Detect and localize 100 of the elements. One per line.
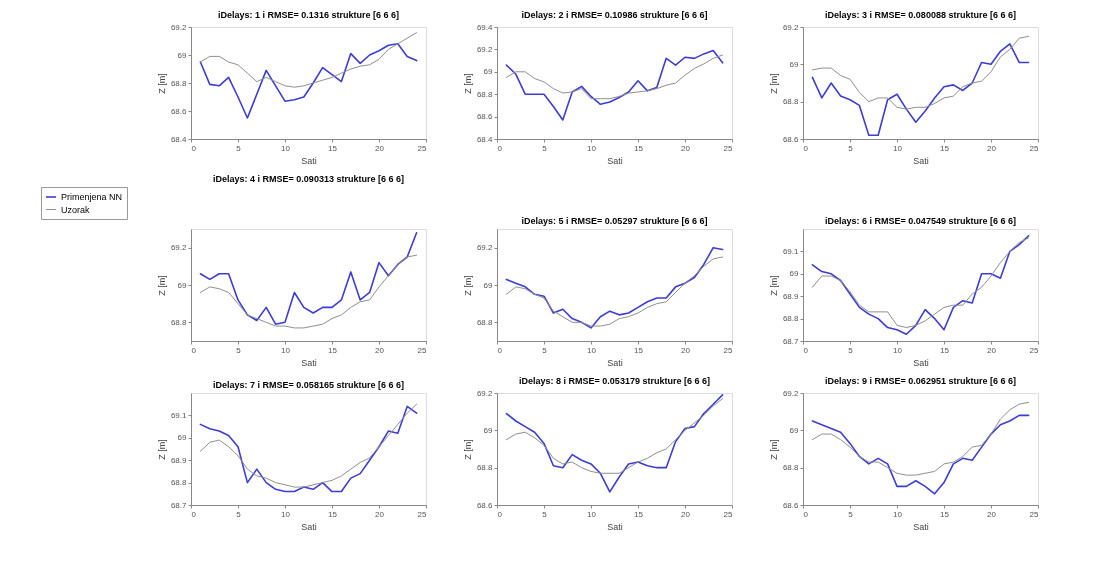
- x-tick-label: 10: [281, 345, 291, 355]
- line-series: [505, 398, 724, 474]
- x-tick-label: 25: [417, 345, 428, 355]
- x-tick-label: 20: [987, 345, 997, 355]
- x-tick-label: 25: [417, 509, 428, 519]
- legend-label: Primenjena NN: [61, 192, 123, 202]
- x-tick-label: 20: [375, 345, 385, 355]
- y-tick-label: 68.8: [170, 478, 188, 488]
- x-tick-label: 5: [848, 509, 854, 519]
- y-axis-title: Z [m]: [768, 73, 779, 94]
- x-axis-title: Sati: [301, 155, 317, 166]
- y-tick-label: 69.1: [170, 410, 188, 420]
- line-series: [811, 414, 1030, 495]
- x-tick-label: 10: [281, 509, 291, 519]
- y-tick-label: 68.4: [170, 134, 188, 144]
- line-series: [199, 43, 418, 119]
- x-axis-title: Sati: [913, 155, 929, 166]
- y-tick-label: 69.2: [476, 388, 494, 398]
- x-axis-title: Sati: [607, 521, 623, 532]
- x-axis-title: Sati: [607, 155, 623, 166]
- x-axis-title: Sati: [607, 357, 623, 368]
- chart-title: iDelays: 6 i RMSE= 0.047549 strukture [6 6 6]: [825, 216, 1016, 226]
- x-tick-label: 5: [236, 143, 242, 153]
- x-tick-label: 20: [375, 509, 385, 519]
- line-series: [811, 401, 1030, 476]
- y-tick-label: 68.9: [782, 291, 800, 301]
- line-series: [199, 254, 418, 329]
- line-series: [199, 231, 418, 325]
- chart-title: iDelays: 3 i RMSE= 0.080088 strukture [6 6 6]: [825, 10, 1016, 20]
- y-tick-label: 69.2: [782, 22, 800, 32]
- x-tick-label: 0: [497, 509, 503, 519]
- x-tick-label: 15: [940, 345, 950, 355]
- y-tick-label: 68.9: [170, 455, 188, 465]
- x-tick-label: 20: [375, 143, 385, 153]
- x-axis-title: Sati: [301, 521, 317, 532]
- x-tick-label: 25: [1029, 345, 1040, 355]
- y-tick-label: 68.8: [170, 78, 188, 88]
- x-tick-label: 0: [497, 143, 503, 153]
- y-tick-label: 68.6: [476, 112, 494, 122]
- y-tick-label: 69.2: [170, 22, 188, 32]
- x-tick-label: 5: [542, 143, 548, 153]
- x-tick-label: 5: [848, 345, 854, 355]
- y-tick-label: 69: [789, 269, 800, 279]
- x-tick-label: 10: [587, 143, 597, 153]
- y-tick-label: 68.8: [476, 89, 494, 99]
- y-tick-label: 69.2: [476, 243, 494, 253]
- x-tick-label: 5: [848, 143, 854, 153]
- y-tick-label: 68.6: [782, 500, 800, 510]
- chart-title: iDelays: 9 i RMSE= 0.062951 strukture [6 6 6]: [825, 376, 1016, 386]
- y-tick-label: 68.8: [170, 317, 188, 327]
- chart-title: iDelays: 7 i RMSE= 0.058165 strukture [6 6 6]: [213, 380, 404, 390]
- y-axis-title: Z [m]: [156, 275, 167, 296]
- x-tick-label: 0: [803, 345, 809, 355]
- line-series: [199, 32, 418, 88]
- x-tick-label: 10: [587, 509, 597, 519]
- line-series: [505, 394, 724, 493]
- y-tick-label: 69: [483, 67, 494, 77]
- y-tick-label: 68.6: [782, 134, 800, 144]
- y-tick-label: 69: [483, 425, 494, 435]
- x-tick-label: 25: [417, 143, 428, 153]
- y-tick-label: 69.1: [782, 246, 800, 256]
- y-tick-label: 69: [483, 280, 494, 290]
- y-tick-label: 69.2: [170, 243, 188, 253]
- x-tick-label: 25: [723, 509, 734, 519]
- y-tick-label: 68.8: [782, 463, 800, 473]
- y-tick-label: 68.7: [170, 500, 188, 510]
- x-tick-label: 5: [542, 345, 548, 355]
- x-tick-label: 15: [634, 509, 644, 519]
- line-series: [505, 54, 724, 100]
- x-tick-label: 15: [940, 509, 950, 519]
- y-axis-title: Z [m]: [462, 73, 473, 94]
- x-tick-label: 15: [634, 143, 644, 153]
- y-tick-label: 69: [789, 425, 800, 435]
- x-tick-label: 20: [681, 345, 691, 355]
- y-tick-label: 69: [789, 59, 800, 69]
- x-tick-label: 10: [281, 143, 291, 153]
- x-tick-label: 10: [893, 345, 903, 355]
- y-tick-label: 69: [177, 433, 188, 443]
- y-tick-label: 68.7: [782, 336, 800, 346]
- y-tick-label: 69.4: [476, 22, 494, 32]
- line-series: [811, 35, 1030, 110]
- line-series: [505, 49, 724, 121]
- line-series: [811, 43, 1030, 137]
- x-tick-label: 15: [328, 345, 338, 355]
- x-axis-title: Sati: [913, 357, 929, 368]
- chart-title: iDelays: 5 i RMSE= 0.05297 strukture [6 6 6]: [521, 216, 708, 226]
- x-tick-label: 15: [328, 509, 338, 519]
- y-tick-label: 68.8: [476, 463, 494, 473]
- y-tick-label: 69.2: [476, 44, 494, 54]
- y-axis-title: Z [m]: [462, 439, 473, 460]
- y-tick-label: 68.4: [476, 134, 494, 144]
- x-tick-label: 5: [236, 345, 242, 355]
- x-tick-label: 5: [236, 509, 242, 519]
- x-tick-label: 0: [191, 345, 197, 355]
- y-tick-label: 69: [177, 50, 188, 60]
- x-tick-label: 20: [987, 509, 997, 519]
- x-tick-label: 0: [191, 143, 197, 153]
- y-axis-title: Z [m]: [156, 439, 167, 460]
- y-tick-label: 68.8: [476, 317, 494, 327]
- x-tick-label: 10: [893, 143, 903, 153]
